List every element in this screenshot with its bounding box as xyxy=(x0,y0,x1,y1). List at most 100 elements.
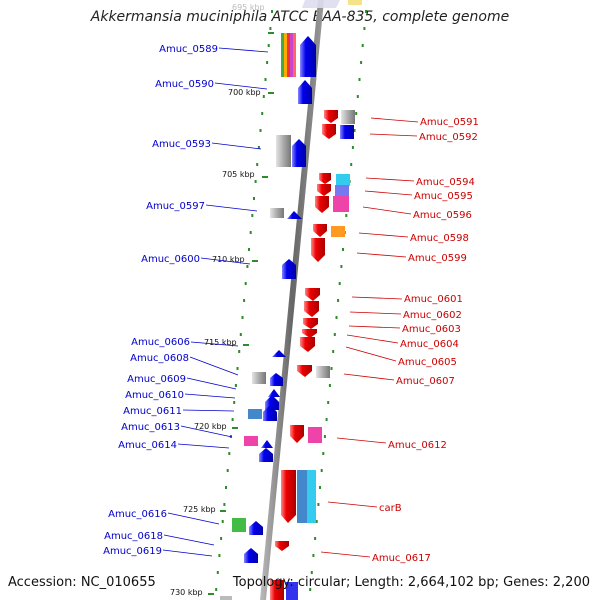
gene-label: Amuc_0602 xyxy=(403,310,462,321)
gene-arrow xyxy=(272,350,286,357)
scale-label: 715 kbp xyxy=(204,338,237,347)
track-dot xyxy=(314,537,317,540)
gene-arrow xyxy=(315,196,329,213)
gene-arrow xyxy=(313,224,327,237)
gene-label: Amuc_0610 xyxy=(125,390,184,401)
gene-label-group: Amuc_0606 xyxy=(131,337,239,348)
scale-label: 700 kbp xyxy=(228,88,261,97)
track-dot xyxy=(309,588,312,591)
gene-arrow xyxy=(303,318,318,329)
track-dot xyxy=(238,350,241,353)
track-dot xyxy=(332,350,335,353)
track-dot xyxy=(319,486,321,489)
track-dot xyxy=(320,469,323,472)
track-dot xyxy=(253,197,255,200)
track-dot xyxy=(246,265,249,268)
gene-label-group: Amuc_0609 xyxy=(127,374,237,390)
track-dot xyxy=(234,384,237,387)
track-dot xyxy=(254,180,257,183)
track-dot xyxy=(266,61,269,64)
gene-label-group: Amuc_0599 xyxy=(356,252,467,264)
gene-label: Amuc_0608 xyxy=(130,353,189,364)
gene-label-group: Amuc_0598 xyxy=(358,232,469,244)
track-dot xyxy=(328,384,331,387)
gene-rainbow xyxy=(281,33,284,77)
track-dot xyxy=(317,503,320,506)
track-dot xyxy=(363,27,366,30)
gene-box xyxy=(333,196,349,212)
gene-label: Amuc_0600 xyxy=(141,254,200,265)
gene-label: Amuc_0593 xyxy=(152,139,211,150)
scale-label: 725 kbp xyxy=(183,505,216,514)
track-dot xyxy=(225,486,227,489)
track-dot xyxy=(221,520,224,523)
topology-text: Topology: circular; Length: 2,664,102 bp… xyxy=(232,575,590,590)
gene-rainbow xyxy=(290,33,293,77)
gene-arrow xyxy=(317,184,331,196)
scale-label: 695 kbp xyxy=(232,3,265,12)
track-dot xyxy=(271,10,273,13)
gene-box xyxy=(308,427,322,443)
track-dot xyxy=(220,537,223,540)
gene-rainbow xyxy=(293,33,296,77)
gene-arrow xyxy=(268,389,280,397)
gene-label: Amuc_0594 xyxy=(416,177,475,188)
gene-label-group: Amuc_0589 xyxy=(159,44,269,55)
track-dot xyxy=(267,44,270,47)
gene-arrow xyxy=(287,211,302,219)
gene-arrow xyxy=(261,440,273,448)
scale-label: 710 kbp xyxy=(212,255,245,264)
gene-label-group: Amuc_0592 xyxy=(369,132,478,143)
track-dot xyxy=(350,163,353,166)
gene-label-group: Amuc_0618 xyxy=(104,531,215,546)
track-dot xyxy=(264,78,267,81)
track-dot xyxy=(239,333,242,336)
gene-label: Amuc_0589 xyxy=(159,44,218,55)
track-dot xyxy=(325,418,328,421)
gene-box xyxy=(336,174,350,186)
gene-label-group: carB xyxy=(327,501,402,514)
gene-label-group: Amuc_0608 xyxy=(130,353,239,376)
track-dot xyxy=(231,418,234,421)
gene-arrow xyxy=(270,580,284,600)
gene-arrow xyxy=(282,259,296,279)
gene-label: Amuc_0595 xyxy=(414,191,473,202)
scale-label: 720 kbp xyxy=(194,422,227,431)
scale-labels: 695 kbp 700 kbp 705 kbp 710 kbp 715 kbp … xyxy=(170,3,265,597)
top-gene-stub xyxy=(348,0,362,5)
gene-label: Amuc_0590 xyxy=(155,79,214,90)
track-dot xyxy=(226,469,229,472)
scale-ticks xyxy=(208,32,274,595)
gene-box xyxy=(286,582,298,600)
gene-box xyxy=(232,518,246,532)
track-dot xyxy=(259,129,262,132)
track-dot xyxy=(323,435,326,438)
gene-box xyxy=(335,185,349,197)
track-dot xyxy=(342,248,344,251)
gene-label-group: Amuc_0616 xyxy=(108,509,220,525)
track-dot xyxy=(358,78,361,81)
track-dot xyxy=(262,95,265,98)
gene-arrow xyxy=(305,288,320,301)
gene-arrow xyxy=(275,541,289,551)
gene-label: Amuc_0597 xyxy=(146,201,205,212)
gene-label-group: Amuc_0590 xyxy=(155,79,268,90)
track-dot xyxy=(244,282,247,285)
genome-backbone-top xyxy=(302,0,340,8)
gene-arrow xyxy=(297,365,312,377)
track-dot xyxy=(335,316,338,319)
gene-arrow xyxy=(300,337,315,352)
track-dot xyxy=(236,367,239,370)
track-dot xyxy=(333,333,336,336)
gene-arrow xyxy=(270,373,283,386)
gene-label: Amuc_0609 xyxy=(127,374,186,385)
gene-label-group: Amuc_0617 xyxy=(320,551,431,564)
track-dot xyxy=(351,146,354,149)
gene-box xyxy=(341,110,355,124)
gene-label: Amuc_0619 xyxy=(103,546,162,557)
gene-label: carB xyxy=(379,503,402,514)
gene-label-group: Amuc_0593 xyxy=(152,139,262,150)
gene-label: Amuc_0606 xyxy=(131,337,190,348)
gene-arrow xyxy=(324,110,338,123)
track-dot xyxy=(355,112,358,115)
